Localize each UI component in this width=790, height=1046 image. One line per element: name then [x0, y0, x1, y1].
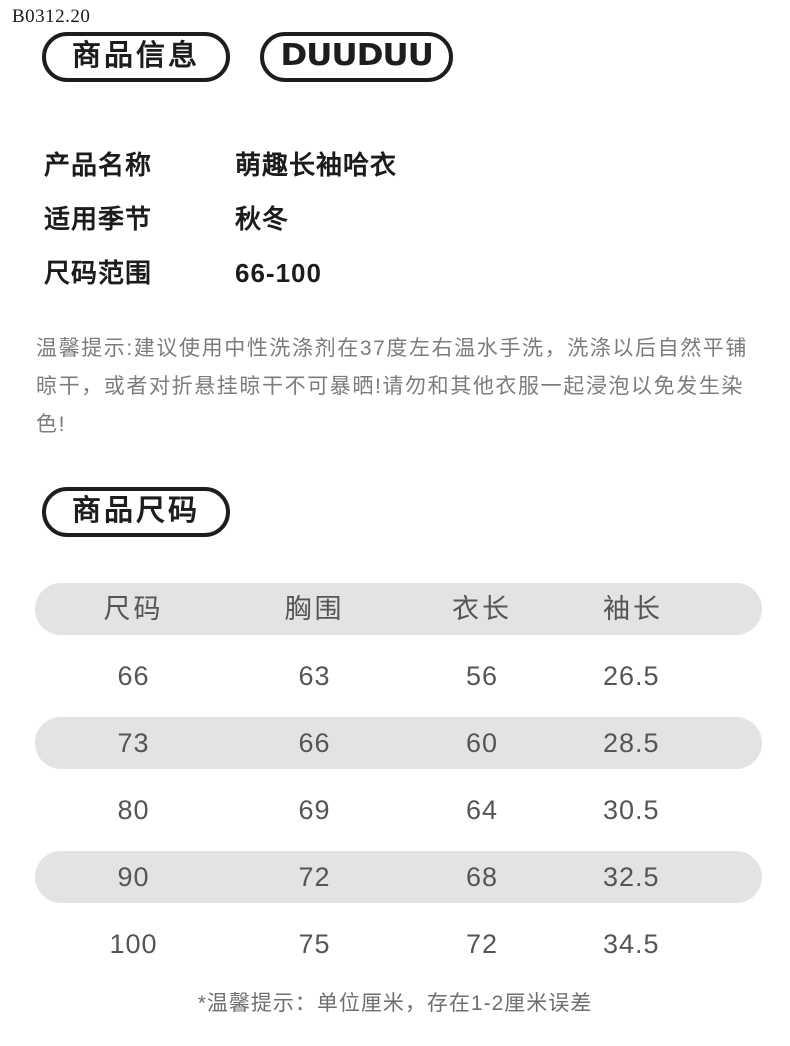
cell-sleeve: 32.5: [603, 862, 660, 892]
cell-length: 64: [465, 795, 499, 825]
info-label: 适用季节: [44, 204, 153, 234]
product-info-title-pill: 商品信息: [42, 32, 231, 82]
info-row: 适用季节 秋冬: [44, 192, 744, 246]
cell-bust: 69: [298, 795, 331, 825]
info-value: 秋冬: [235, 204, 290, 234]
size-title-pill: 商品尺码: [42, 487, 231, 537]
brand-logo-pill: DUUDUU: [260, 32, 454, 82]
column-header: 衣长: [452, 594, 512, 624]
column-header: 袖长: [603, 594, 663, 624]
table-row: 80 69 64 30.5: [35, 784, 762, 836]
cell-size: 80: [117, 795, 150, 825]
info-row: 产品名称 萌趣长袖哈衣: [44, 138, 744, 192]
watermark-code: B0312.20: [12, 6, 91, 27]
cell-size: 100: [109, 929, 158, 959]
product-info-title: 商品信息: [72, 39, 201, 72]
size-table-note: *温馨提示：单位厘米，存在1-2厘米误差: [197, 992, 593, 1015]
cell-length: 60: [465, 728, 499, 758]
cell-length: 68: [465, 862, 499, 892]
cell-size: 90: [117, 862, 150, 892]
cell-sleeve: 34.5: [603, 929, 660, 959]
table-row: 73 66 60 28.5: [35, 717, 762, 769]
table-header-row: 尺码 胸围 衣长 袖长: [35, 583, 762, 635]
info-label: 尺码范围: [44, 258, 153, 288]
column-header: 尺码: [103, 594, 164, 624]
cell-sleeve: 28.5: [603, 728, 660, 758]
info-label: 产品名称: [44, 150, 153, 180]
cell-bust: 72: [298, 862, 331, 892]
cell-size: 66: [117, 661, 150, 691]
product-info-header: 商品信息 DUUDUU: [42, 32, 454, 82]
brand-name: DUUDUU: [280, 38, 434, 73]
cell-sleeve: 26.5: [603, 661, 660, 691]
cell-length: 56: [465, 661, 499, 691]
product-info-list: 产品名称 萌趣长袖哈衣 适用季节 秋冬 尺码范围 66-100: [44, 138, 744, 300]
column-header: 胸围: [284, 594, 345, 624]
info-row: 尺码范围 66-100: [44, 246, 744, 300]
care-instructions-note: 温馨提示:建议使用中性洗涤剂在37度左右温水手洗，洗涤以后自然平铺晾干，或者对折…: [36, 337, 748, 436]
cell-length: 72: [465, 929, 499, 959]
size-title: 商品尺码: [72, 494, 201, 527]
cell-bust: 63: [298, 661, 331, 691]
cell-sleeve: 30.5: [603, 795, 660, 825]
table-row: 66 63 56 26.5: [35, 650, 762, 702]
cell-bust: 75: [298, 929, 331, 959]
size-section-header: 商品尺码: [42, 487, 231, 537]
size-table: 尺码 胸围 衣长 袖长 66 63 56 26.5 73 66 60 28.5 …: [35, 583, 762, 985]
table-row: 90 72 68 32.5: [35, 851, 762, 903]
info-value: 66-100: [235, 258, 322, 288]
cell-bust: 66: [298, 728, 331, 758]
cell-size: 73: [117, 728, 150, 758]
info-value: 萌趣长袖哈衣: [235, 150, 398, 180]
table-row: 100 75 72 34.5: [35, 918, 762, 970]
